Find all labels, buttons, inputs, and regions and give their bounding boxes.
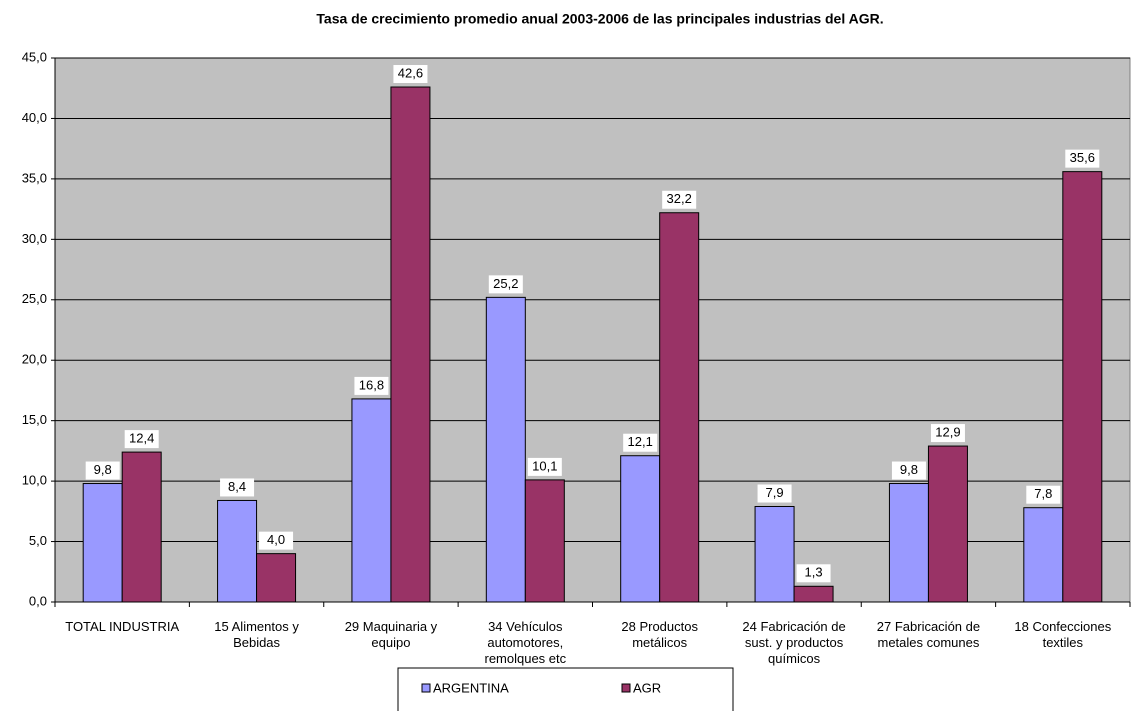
y-tick-label: 45,0: [22, 49, 47, 64]
x-tick-label: TOTAL INDUSTRIA: [65, 619, 180, 634]
y-tick-label: 25,0: [22, 291, 47, 306]
x-tick-label: 18 Confecciones textiles: [1014, 619, 1112, 650]
value-label-bg: [930, 424, 965, 443]
value-label-bg: [393, 65, 428, 84]
value-label-bg: [488, 275, 523, 294]
bar: [121, 451, 162, 603]
x-tick-label: 29 Maquinaria y equipo: [344, 619, 438, 650]
x-tick-label: 27 Fabricación de metales comunes: [876, 619, 981, 650]
legend-swatch: [621, 683, 631, 693]
value-label: 9,8: [94, 462, 112, 477]
value-label: 10,1: [532, 458, 557, 473]
value-label-bg: [124, 430, 159, 449]
legend: [397, 667, 734, 711]
bar: [1062, 171, 1103, 603]
value-label-bg: [796, 564, 831, 583]
value-label: 35,6: [1070, 150, 1095, 165]
bar: [485, 296, 526, 603]
value-label-bg: [1026, 485, 1061, 504]
value-label: 25,2: [493, 276, 518, 291]
value-label: 42,6: [398, 65, 423, 80]
plot-area: [54, 57, 1131, 603]
value-label-bg: [220, 478, 255, 497]
bar: [927, 445, 968, 603]
value-label: 4,0: [267, 532, 285, 547]
bar: [390, 86, 431, 603]
bar: [793, 585, 834, 603]
bar: [620, 455, 661, 603]
bar: [1023, 507, 1064, 603]
value-label: 9,8: [900, 462, 918, 477]
y-tick-label: 10,0: [22, 473, 47, 488]
bar: [82, 483, 123, 603]
value-label-bg: [891, 461, 926, 480]
chart-title: Tasa de crecimiento promedio anual 2003-…: [316, 11, 883, 27]
bar: [351, 398, 392, 603]
value-label: 7,8: [1034, 486, 1052, 501]
y-tick-label: 30,0: [22, 231, 47, 246]
value-label-bg: [1065, 149, 1100, 168]
value-label: 32,2: [667, 191, 692, 206]
value-label: 16,8: [359, 377, 384, 392]
y-tick-label: 20,0: [22, 352, 47, 367]
value-label-bg: [85, 461, 120, 480]
x-tick-label: 34 Vehículos automotores, remolques etc: [484, 619, 567, 666]
x-tick-label: 15 Alimentos y Bebidas: [214, 619, 299, 650]
legend-swatch: [421, 683, 431, 693]
x-tick-label: 24 Fabricación de sust. y productos quím…: [742, 619, 846, 666]
value-label: 12,4: [129, 431, 154, 446]
value-label: 12,9: [935, 424, 960, 439]
x-tick-label: 28 Productos metálicos: [621, 619, 698, 650]
bar: [256, 553, 297, 603]
value-label: 1,3: [805, 565, 823, 580]
value-label-bg: [623, 433, 658, 452]
y-tick-label: 40,0: [22, 110, 47, 125]
value-label: 8,4: [228, 479, 246, 494]
bar: [524, 479, 565, 603]
legend-label: ARGENTINA: [433, 680, 509, 695]
legend-label: AGR: [633, 680, 661, 695]
y-tick-label: 35,0: [22, 170, 47, 185]
value-label-bg: [354, 376, 389, 395]
bar: [754, 505, 795, 603]
bar: [888, 483, 929, 603]
value-label-bg: [527, 457, 562, 476]
bar: [659, 212, 700, 603]
value-label-bg: [259, 531, 294, 550]
value-label-bg: [662, 190, 697, 209]
value-label-bg: [757, 484, 792, 503]
y-tick-label: 5,0: [29, 533, 47, 548]
bar: [217, 499, 258, 603]
value-label: 7,9: [766, 485, 784, 500]
value-label: 12,1: [628, 434, 653, 449]
y-tick-label: 0,0: [29, 593, 47, 608]
y-tick-label: 15,0: [22, 412, 47, 427]
